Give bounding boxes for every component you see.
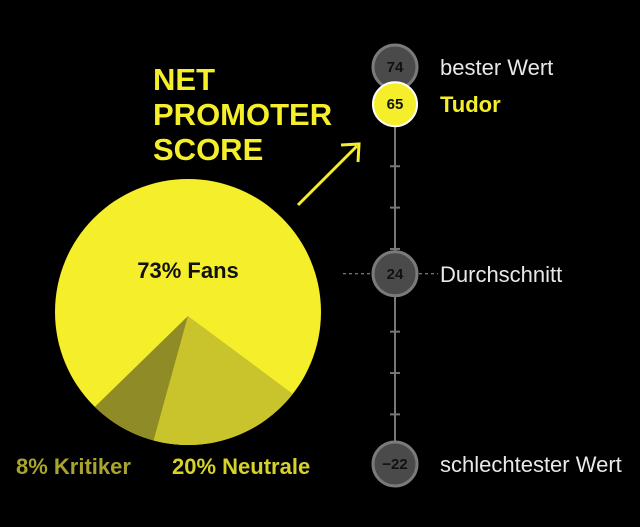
arrow-shaft (296, 144, 359, 207)
arrow-head (340, 142, 361, 163)
pointer-arrow (296, 142, 361, 207)
title-line: NET (153, 62, 215, 97)
score-scale: 74 bester Wert 65 Tudor 24 Durchschnitt −22 sch… (343, 43, 622, 488)
pie-slice-neutrale (153, 316, 293, 446)
scale-point-label: Tudor (440, 92, 501, 117)
pie-label-fans: 73% Fans (137, 258, 239, 283)
pie-label-neutrale: 20% Neutrale (172, 454, 310, 479)
scale-point-best: 74 bester Wert (371, 43, 553, 91)
scale-point-worst: −22 schlechtester Wert (371, 440, 622, 488)
scale-point-average: 24 Durchschnitt (343, 250, 562, 298)
scale-point-circle (371, 250, 419, 298)
scale-point-value: 74 (387, 59, 404, 76)
pie-label-kritiker: 8% Kritiker (16, 454, 131, 479)
scale-point-tudor: 65 Tudor (372, 81, 501, 128)
scale-point-value: 24 (387, 266, 404, 283)
scale-point-circle (372, 81, 418, 128)
scale-point-value: −22 (382, 456, 407, 473)
title-line: PROMOTER (153, 97, 332, 132)
scale-point-value: 65 (387, 96, 404, 113)
scale-point-label: schlechtester Wert (440, 452, 622, 477)
scale-point-circle (371, 440, 419, 488)
pie-chart: 73% Fans 8% Kritiker 20% Neutrale (16, 179, 321, 479)
pie-slice-kritiker (94, 316, 188, 441)
scale-point-label: bester Wert (440, 55, 553, 80)
scale-point-label: Durchschnitt (440, 262, 562, 287)
title-line: SCORE (153, 132, 263, 167)
